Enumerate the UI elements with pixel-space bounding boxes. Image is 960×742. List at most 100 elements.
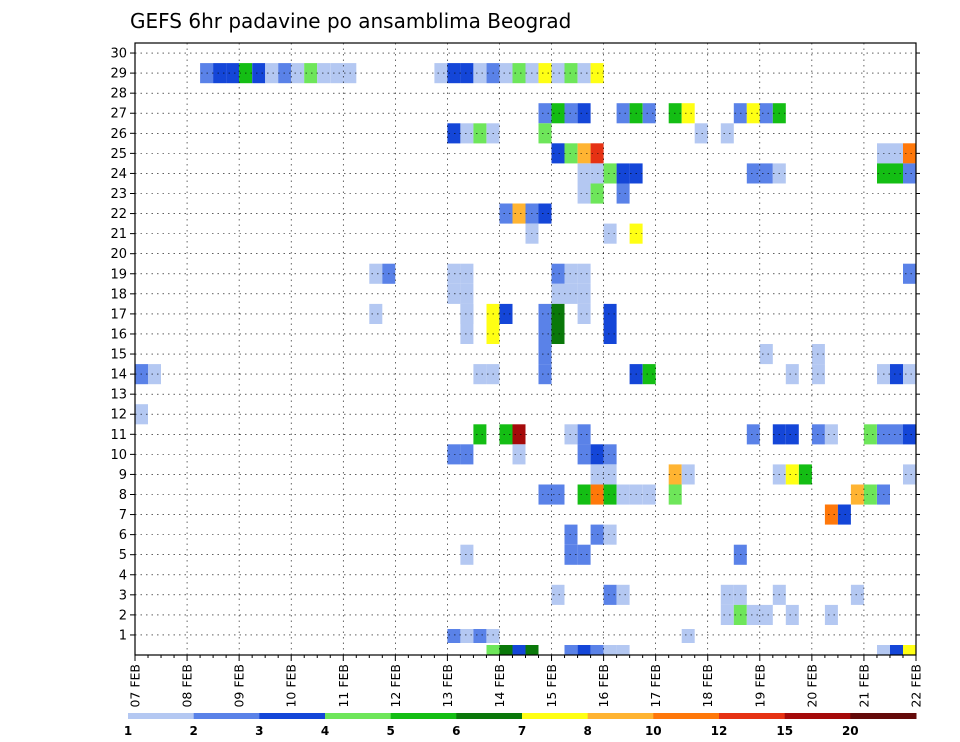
x-tick-label: 18 FEB (700, 664, 715, 708)
data-cell (694, 123, 708, 144)
data-cell (603, 524, 617, 545)
data-cell (785, 424, 799, 445)
data-cell (473, 629, 487, 643)
x-tick-label: 16 FEB (596, 664, 611, 708)
x-tick-label: 08 FEB (180, 664, 195, 708)
data-cell (330, 63, 344, 84)
data-cell (616, 183, 630, 204)
data-cell (460, 444, 474, 465)
legend-swatch (325, 713, 392, 719)
data-cell (903, 424, 916, 445)
data-cell (460, 544, 474, 565)
data-cell (512, 203, 526, 224)
data-cell (863, 484, 877, 505)
y-tick-label: 8 (119, 488, 127, 503)
y-tick-label: 6 (119, 528, 127, 543)
data-cell (642, 103, 656, 124)
legend-label: 1 (124, 724, 132, 738)
data-cell (577, 163, 591, 184)
y-tick-label: 23 (110, 187, 127, 202)
data-cell (473, 364, 487, 385)
x-tick-label: 09 FEB (232, 664, 247, 708)
data-cell (577, 63, 591, 84)
data-cell (460, 283, 474, 304)
legend-label: 6 (452, 724, 460, 738)
data-cell (473, 63, 487, 84)
data-cell (577, 645, 591, 655)
legend-swatch (850, 713, 917, 719)
data-cell (824, 424, 838, 445)
data-cell (538, 364, 552, 385)
data-cell (499, 303, 513, 324)
data-cell (903, 645, 916, 655)
y-tick-label: 5 (119, 548, 127, 563)
data-cell (369, 263, 383, 284)
data-cell (551, 303, 565, 324)
data-cell (603, 464, 617, 485)
data-cell (538, 203, 552, 224)
data-cell (603, 323, 617, 344)
x-tick-label: 17 FEB (648, 664, 663, 708)
data-cell (551, 143, 565, 164)
data-cell (616, 484, 630, 505)
data-cell (499, 203, 513, 224)
data-cell (890, 143, 903, 164)
y-tick-label: 1 (119, 628, 127, 643)
data-cell (890, 424, 903, 445)
data-cell (903, 464, 916, 485)
data-cell (538, 484, 552, 505)
legend-label: 7 (518, 724, 526, 738)
y-tick-label: 13 (110, 388, 127, 403)
data-cell (903, 263, 916, 284)
data-cell (473, 424, 487, 445)
legend-label: 8 (584, 724, 592, 738)
data-cell (603, 444, 617, 465)
data-cell (551, 484, 565, 505)
data-cell (551, 584, 565, 605)
data-cell (577, 424, 591, 445)
y-tick-label: 9 (119, 468, 127, 483)
data-cell (460, 629, 474, 643)
data-cell (616, 163, 630, 184)
y-tick-label: 27 (110, 107, 127, 122)
data-cell (538, 344, 552, 365)
data-cell (603, 645, 617, 655)
legend-label: 5 (387, 724, 395, 738)
y-tick-label: 28 (110, 87, 127, 102)
data-cell (577, 263, 591, 284)
data-cell (603, 484, 617, 505)
data-cell (746, 604, 760, 625)
data-cell (746, 424, 760, 445)
data-cell (837, 504, 851, 525)
data-cell (759, 103, 773, 124)
legend-label: 3 (255, 724, 263, 738)
data-cell (577, 303, 591, 324)
data-cell (252, 63, 266, 84)
y-tick-label: 14 (110, 368, 127, 383)
y-tick-label: 18 (110, 287, 127, 302)
data-cell (759, 163, 773, 184)
data-cell (603, 584, 617, 605)
x-tick-label: 21 FEB (856, 664, 871, 708)
data-cell (759, 604, 773, 625)
data-cell (903, 364, 916, 385)
x-tick-label: 15 FEB (544, 664, 559, 708)
y-tick-label: 7 (119, 508, 127, 523)
data-cell (890, 364, 903, 385)
legend-swatch (128, 713, 195, 719)
legend-label: 2 (190, 724, 198, 738)
data-cell (577, 484, 591, 505)
data-cell (746, 103, 760, 124)
data-cell (603, 223, 617, 244)
data-cell (460, 123, 474, 144)
data-cell (577, 103, 591, 124)
data-cell (512, 63, 526, 84)
data-cell (785, 364, 799, 385)
y-tick-label: 12 (110, 408, 127, 423)
y-tick-label: 17 (110, 307, 127, 322)
data-cell (720, 123, 734, 144)
data-cell (486, 629, 500, 643)
data-cell (551, 263, 565, 284)
data-cell (759, 344, 773, 365)
data-cell (213, 63, 227, 84)
